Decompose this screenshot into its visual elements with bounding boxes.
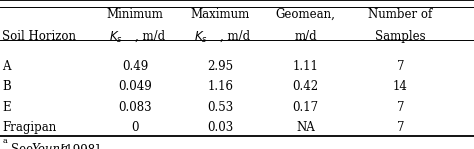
- Text: , m/d: , m/d: [135, 30, 165, 43]
- Text: 0: 0: [131, 121, 139, 134]
- Text: [1998].: [1998].: [57, 143, 103, 149]
- Text: Maximum: Maximum: [191, 8, 250, 21]
- Text: Minimum: Minimum: [107, 8, 164, 21]
- Text: 0.53: 0.53: [207, 101, 234, 114]
- Text: NA: NA: [296, 121, 315, 134]
- Text: 0.03: 0.03: [207, 121, 234, 134]
- Text: Number of: Number of: [368, 8, 433, 21]
- Text: Samples: Samples: [375, 30, 426, 43]
- Text: 7: 7: [397, 60, 404, 73]
- Text: 0.083: 0.083: [118, 101, 152, 114]
- Text: Geomean,: Geomean,: [276, 8, 336, 21]
- Text: A: A: [2, 60, 11, 73]
- Text: 1.11: 1.11: [293, 60, 319, 73]
- Text: 0.049: 0.049: [118, 80, 152, 93]
- Text: 7: 7: [397, 101, 404, 114]
- Text: 14: 14: [393, 80, 408, 93]
- Text: Young: Young: [32, 143, 68, 149]
- Text: 7: 7: [397, 121, 404, 134]
- Text: 0.17: 0.17: [292, 101, 319, 114]
- Text: Soil Horizon: Soil Horizon: [2, 30, 76, 43]
- Text: 2.95: 2.95: [207, 60, 234, 73]
- Text: 0.42: 0.42: [292, 80, 319, 93]
- Text: E: E: [2, 101, 11, 114]
- Text: 0.49: 0.49: [122, 60, 148, 73]
- Text: $K_s$: $K_s$: [109, 30, 123, 45]
- Text: $K_s$: $K_s$: [194, 30, 208, 45]
- Text: , m/d: , m/d: [220, 30, 251, 43]
- Text: Fragipan: Fragipan: [2, 121, 56, 134]
- Text: See: See: [11, 143, 37, 149]
- Text: a: a: [2, 137, 7, 145]
- Text: m/d: m/d: [294, 30, 317, 43]
- Text: 1.16: 1.16: [208, 80, 233, 93]
- Text: B: B: [2, 80, 11, 93]
